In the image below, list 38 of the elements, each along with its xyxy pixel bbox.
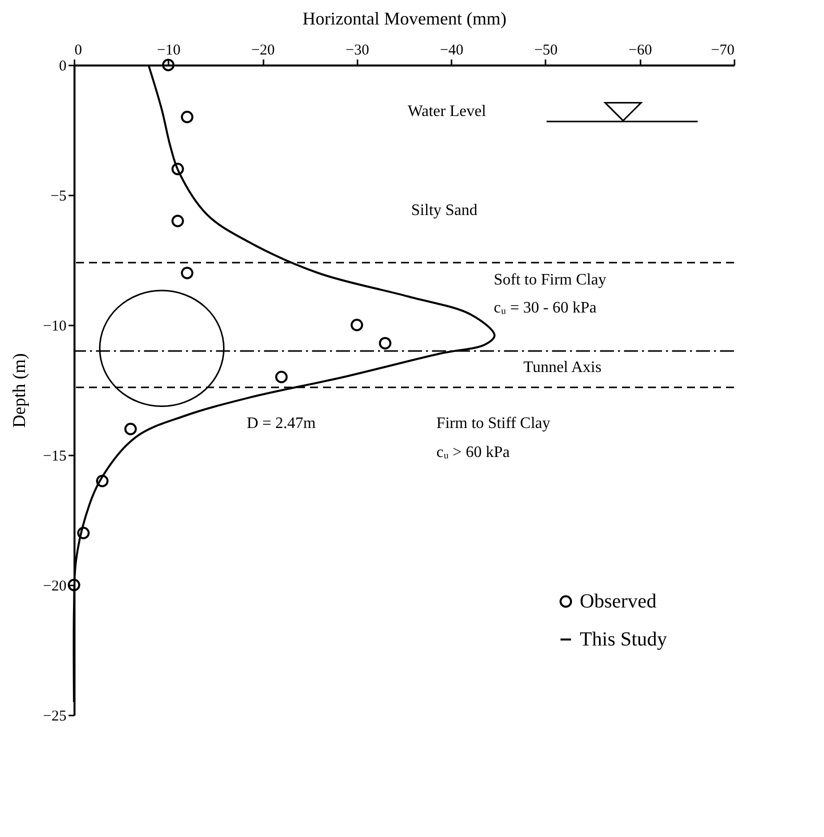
ref-line-label: Tunnel Axis [523,359,602,376]
x-tick-label: −10 [157,42,181,58]
point [96,474,109,488]
legend-label: Observed [580,590,656,612]
y-tick-label: −25 [43,708,66,724]
x-tick-label: −30 [346,42,370,58]
annotation: cᵤ > 60 kPa [436,444,510,461]
point [171,162,184,176]
annotation: Water Level [408,103,487,120]
y-tick-label: −5 [50,188,66,204]
point [378,336,392,350]
x-tick-label: −60 [628,42,652,58]
point [275,370,288,384]
y-tick-label: 0 [59,58,66,74]
point [171,214,184,228]
x-tick-label: −70 [711,42,734,58]
x-tick-label: −50 [534,42,558,58]
annotation: Silty Sand [411,202,478,219]
point [180,266,194,280]
y-axis-title: Depth (m) [9,353,30,428]
x-axis-title: Horizontal Movement (mm) [302,8,506,28]
annotation: Soft to Firm Clay [494,272,606,288]
x-tick-label: 0 [74,42,82,58]
y-tick-label: −15 [43,448,66,464]
annotation: cᵤ = 30 - 60 kPa [494,299,596,316]
annotation: Firm to Stiff Clay [436,415,550,432]
point [350,318,364,332]
point [124,422,137,436]
point [180,110,194,124]
x-tick-label: −40 [440,42,464,58]
x-tick-label: −20 [251,42,275,58]
point [68,578,80,592]
y-tick-label: −20 [43,578,66,594]
point [77,526,90,540]
legend-label: This Study [580,628,668,650]
point [162,58,175,72]
y-tick-label: −10 [43,318,66,334]
annotation: D = 2.47m [246,415,316,432]
